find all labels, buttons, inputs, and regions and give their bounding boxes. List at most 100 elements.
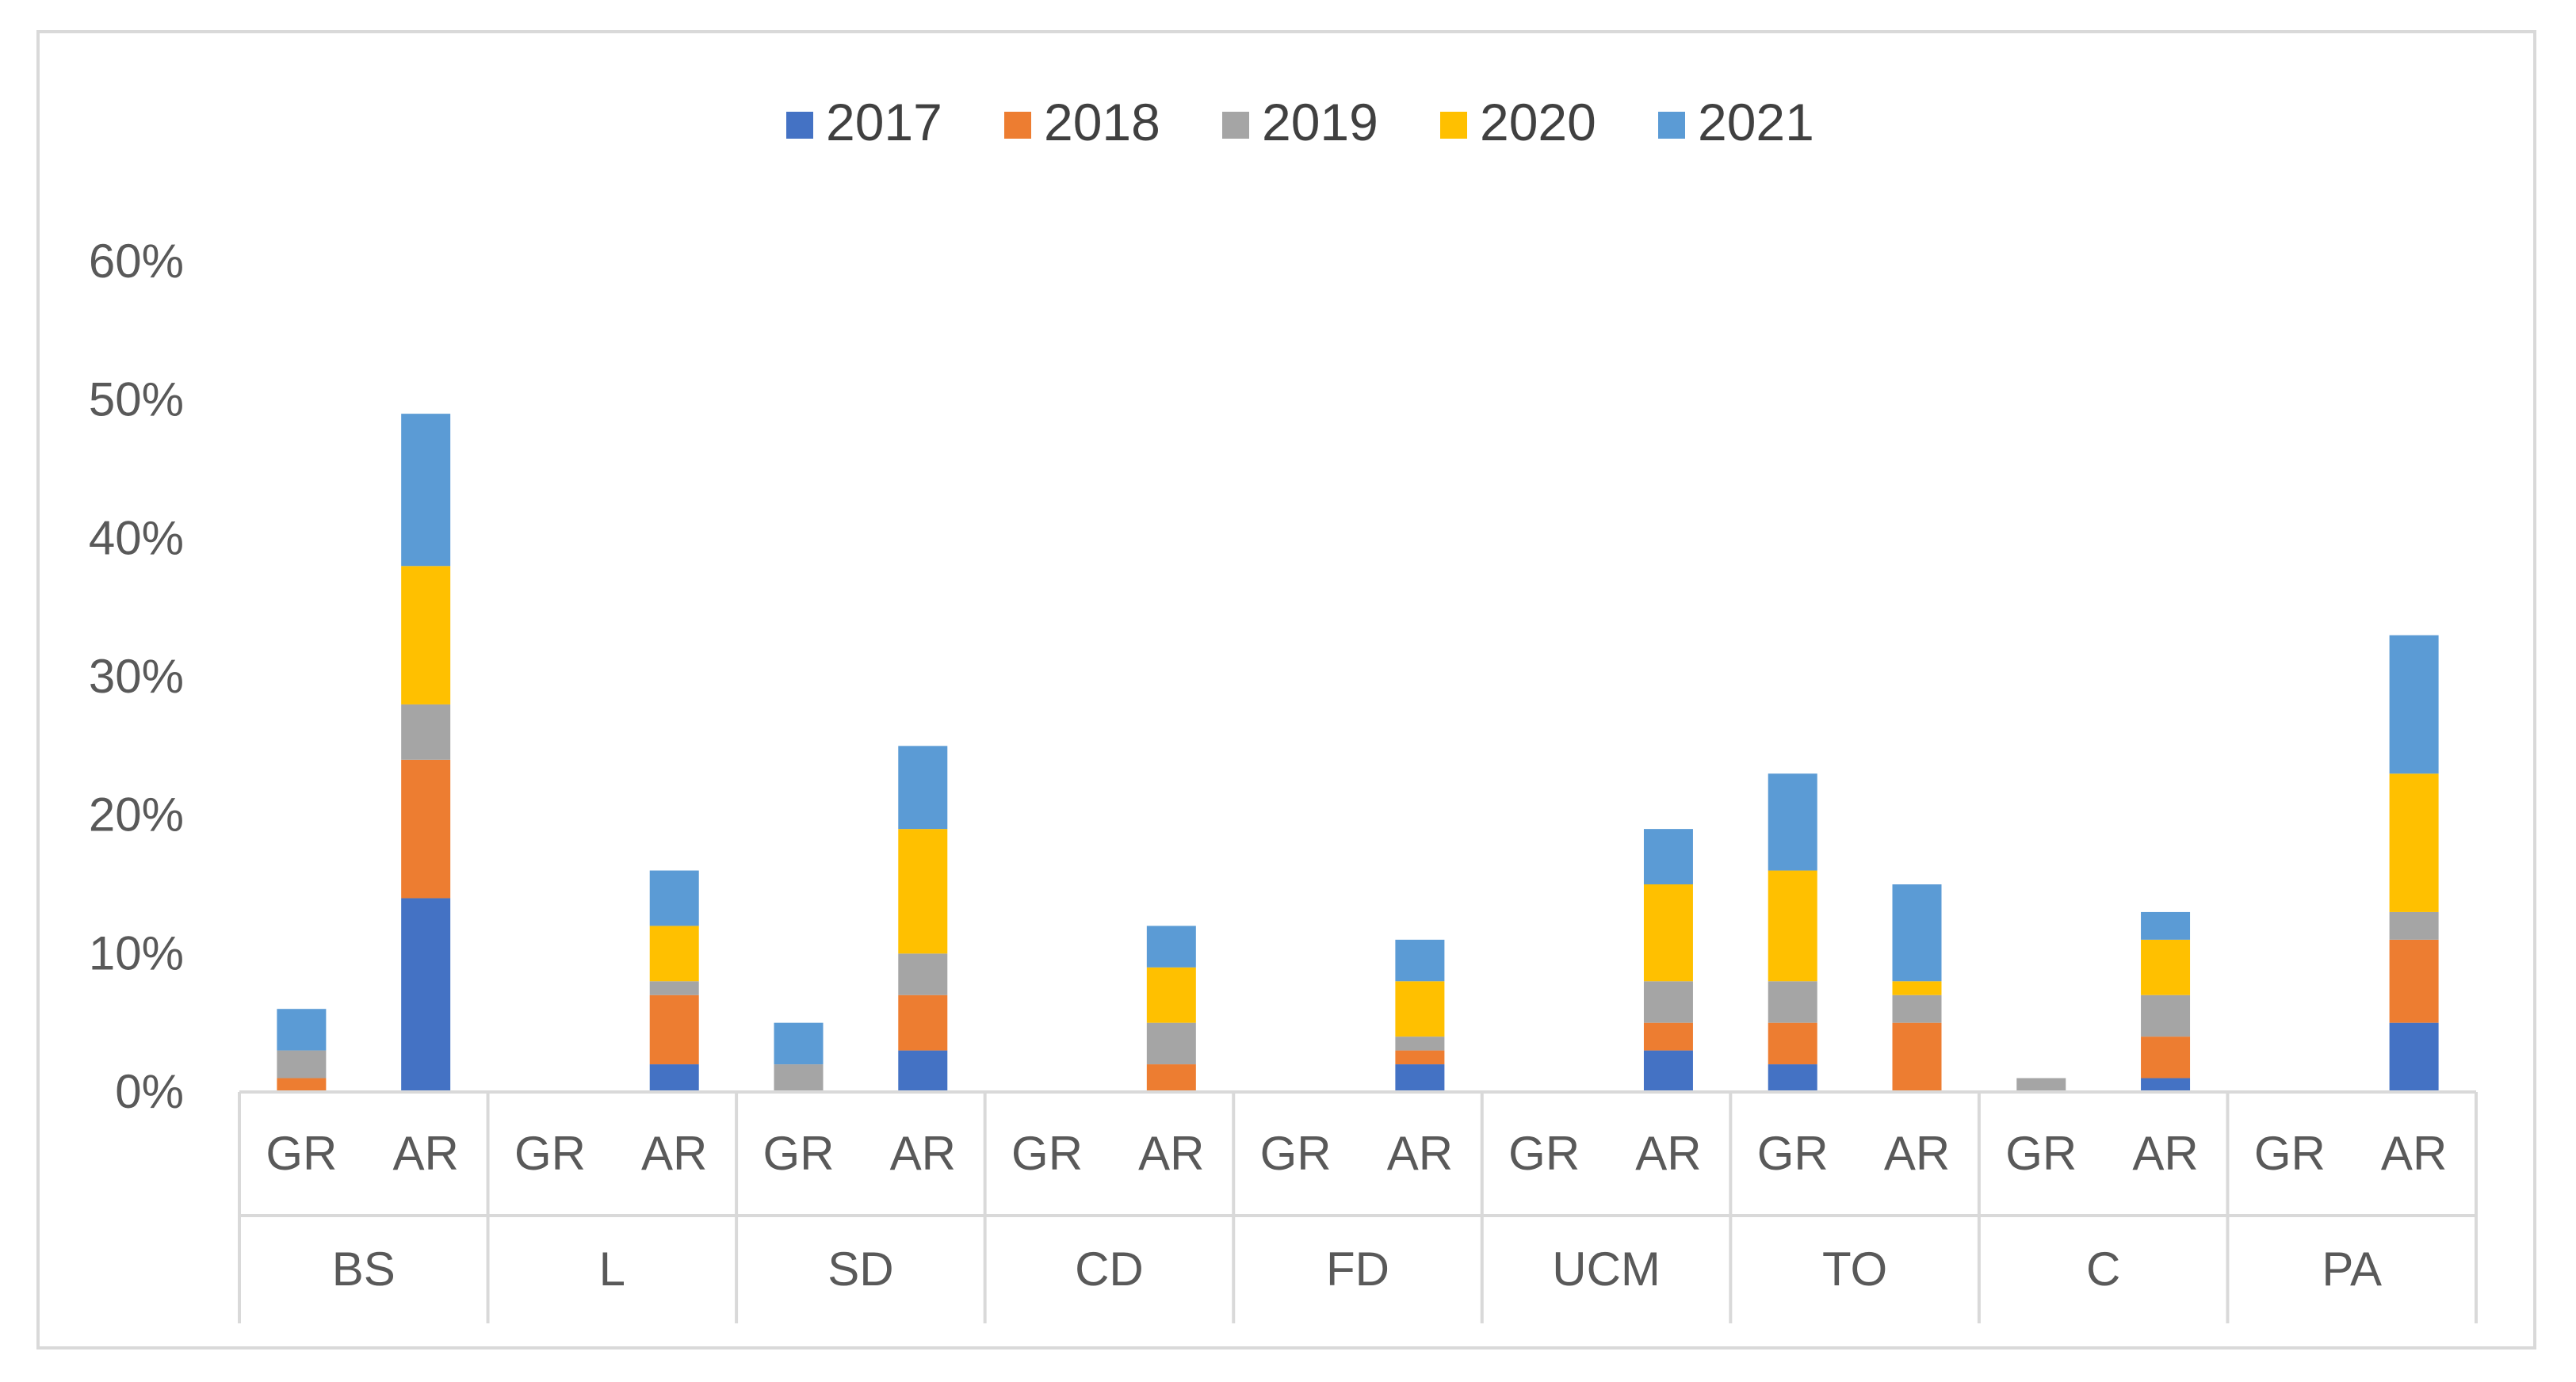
chart-area: 2017 2018 2019 2020 2021 0% 10% 20% 30% 40% 50% 60…: [36, 30, 2536, 1350]
bar-segment-TO-GR-2017: [1768, 1064, 1817, 1092]
x-subcategory-label: AR: [1138, 1127, 1204, 1180]
x-group-label-SD: SD: [827, 1243, 893, 1296]
y-tick-label: 50%: [89, 373, 184, 426]
bar-segment-BS-AR-2021: [401, 414, 451, 567]
x-subcategory-label: GR: [1260, 1127, 1332, 1180]
x-subcategory-label: AR: [2132, 1127, 2198, 1180]
x-group-label-UCM: UCM: [1552, 1243, 1661, 1296]
bar-segment-PA-AR-2019: [2389, 911, 2439, 940]
bar-segment-SD-AR-2018: [898, 995, 948, 1051]
bar-segment-C-AR-2017: [2141, 1078, 2191, 1092]
bar-segment-UCM-AR-2020: [1643, 884, 1693, 982]
bar-segment-CD-AR-2019: [1146, 1022, 1196, 1065]
bar-segment-SD-GR-2019: [774, 1064, 824, 1092]
bar-segment-FD-AR-2020: [1395, 981, 1445, 1037]
x-subcategory-label: GR: [763, 1127, 835, 1180]
bar-segment-BS-GR-2021: [277, 1009, 327, 1051]
x-group-label-L: L: [599, 1243, 625, 1296]
bar-segment-TO-AR-2021: [1892, 884, 1942, 982]
x-subcategory-label: GR: [2254, 1127, 2326, 1180]
bar-segment-PA-AR-2021: [2389, 635, 2439, 774]
bar-segment-BS-AR-2019: [401, 704, 451, 760]
bar-segment-TO-AR-2018: [1892, 1022, 1942, 1092]
bar-segment-PA-AR-2020: [2389, 773, 2439, 912]
bar-segment-L-AR-2018: [649, 995, 699, 1065]
bar-segment-C-GR-2019: [2016, 1078, 2066, 1092]
bar-segment-CD-AR-2021: [1146, 926, 1196, 968]
bar-segment-C-AR-2018: [2141, 1036, 2191, 1078]
bar-segment-C-AR-2019: [2141, 995, 2191, 1037]
legend-swatch-2017: [786, 112, 813, 139]
x-subcategory-label: GR: [514, 1127, 586, 1180]
bar-segment-FD-AR-2017: [1395, 1064, 1445, 1092]
bar-segment-BS-GR-2018: [277, 1078, 327, 1092]
bar-segment-PA-AR-2018: [2389, 939, 2439, 1023]
bar-segment-C-AR-2021: [2141, 911, 2191, 940]
x-group-label-TO: TO: [1822, 1243, 1887, 1296]
bar-segment-PA-AR-2017: [2389, 1022, 2439, 1092]
y-tick-label: 30%: [89, 650, 184, 703]
x-subcategory-label: GR: [266, 1127, 337, 1180]
legend-swatch-2020: [1440, 112, 1467, 139]
bars: [277, 414, 2439, 1092]
x-subcategory-label: AR: [392, 1127, 458, 1180]
legend-label-2017: 2017: [826, 93, 942, 151]
bar-segment-CD-AR-2018: [1146, 1064, 1196, 1092]
y-tick-label: 10%: [89, 926, 184, 979]
bar-segment-UCM-AR-2018: [1643, 1022, 1693, 1051]
bar-segment-FD-AR-2021: [1395, 939, 1445, 982]
y-tick-label: 20%: [89, 788, 184, 842]
bar-segment-SD-AR-2020: [898, 829, 948, 954]
x-subcategory-label: AR: [1884, 1127, 1950, 1180]
y-tick-label: 0%: [115, 1065, 184, 1118]
x-subcategory-label: AR: [1387, 1127, 1453, 1180]
x-subcategory-label: AR: [641, 1127, 707, 1180]
bar-segment-FD-AR-2019: [1395, 1036, 1445, 1051]
bar-segment-CD-AR-2020: [1146, 967, 1196, 1023]
bar-segment-SD-GR-2021: [774, 1022, 824, 1065]
bar-segment-BS-GR-2019: [277, 1050, 327, 1078]
x-subcategory-label: GR: [1011, 1127, 1083, 1180]
bar-segment-L-AR-2020: [649, 926, 699, 982]
x-subcategory-label: AR: [1635, 1127, 1701, 1180]
bar-segment-TO-GR-2019: [1768, 981, 1817, 1023]
bar-segment-UCM-AR-2019: [1643, 981, 1693, 1023]
bar-segment-FD-AR-2018: [1395, 1050, 1445, 1065]
x-subcategory-label: GR: [1757, 1127, 1829, 1180]
bar-segment-TO-GR-2021: [1768, 773, 1817, 871]
x-subcategory-label: AR: [890, 1127, 956, 1180]
x-group-label-FD: FD: [1326, 1243, 1389, 1296]
bar-segment-TO-AR-2019: [1892, 995, 1942, 1023]
bar-segment-L-AR-2017: [649, 1064, 699, 1092]
x-subcategory-label: AR: [2381, 1127, 2447, 1180]
bar-segment-TO-GR-2018: [1768, 1022, 1817, 1065]
legend-swatch-2021: [1658, 112, 1685, 139]
x-subcategory-label: GR: [1508, 1127, 1580, 1180]
bar-segment-TO-AR-2020: [1892, 981, 1942, 995]
bar-segment-UCM-AR-2021: [1643, 829, 1693, 884]
x-axis: GR AR GR AR GR AR GR AR GR AR GR AR GR AR GR AR GR AR BS L S…: [238, 1090, 2478, 1323]
bar-segment-C-AR-2020: [2141, 939, 2191, 995]
legend-label-2018: 2018: [1044, 93, 1160, 151]
legend-swatch-2019: [1222, 112, 1249, 139]
bar-segment-BS-AR-2017: [401, 898, 451, 1092]
y-axis: 0% 10% 20% 30% 40% 50% 60%: [89, 235, 184, 1118]
chart-svg: 2017 2018 2019 2020 2021 0% 10% 20% 30% 40% 50% 60…: [89, 93, 2478, 1323]
bar-segment-BS-AR-2018: [401, 759, 451, 899]
bar-segment-SD-AR-2019: [898, 953, 948, 995]
y-tick-label: 60%: [89, 235, 184, 288]
legend-swatch-2018: [1004, 112, 1031, 139]
legend-label-2020: 2020: [1480, 93, 1596, 151]
bar-segment-UCM-AR-2017: [1643, 1050, 1693, 1092]
x-group-label-CD: CD: [1075, 1243, 1144, 1296]
y-tick-label: 40%: [89, 511, 184, 564]
legend: 2017 2018 2019 2020 2021: [786, 93, 1814, 151]
x-group-label-C: C: [2086, 1243, 2120, 1296]
bar-segment-BS-AR-2020: [401, 566, 451, 704]
x-group-label-BS: BS: [332, 1243, 396, 1296]
bar-segment-L-AR-2019: [649, 981, 699, 995]
x-group-label-PA: PA: [2322, 1243, 2382, 1296]
x-subcategory-label: GR: [2005, 1127, 2077, 1180]
bar-segment-L-AR-2021: [649, 870, 699, 926]
legend-label-2019: 2019: [1262, 93, 1378, 151]
